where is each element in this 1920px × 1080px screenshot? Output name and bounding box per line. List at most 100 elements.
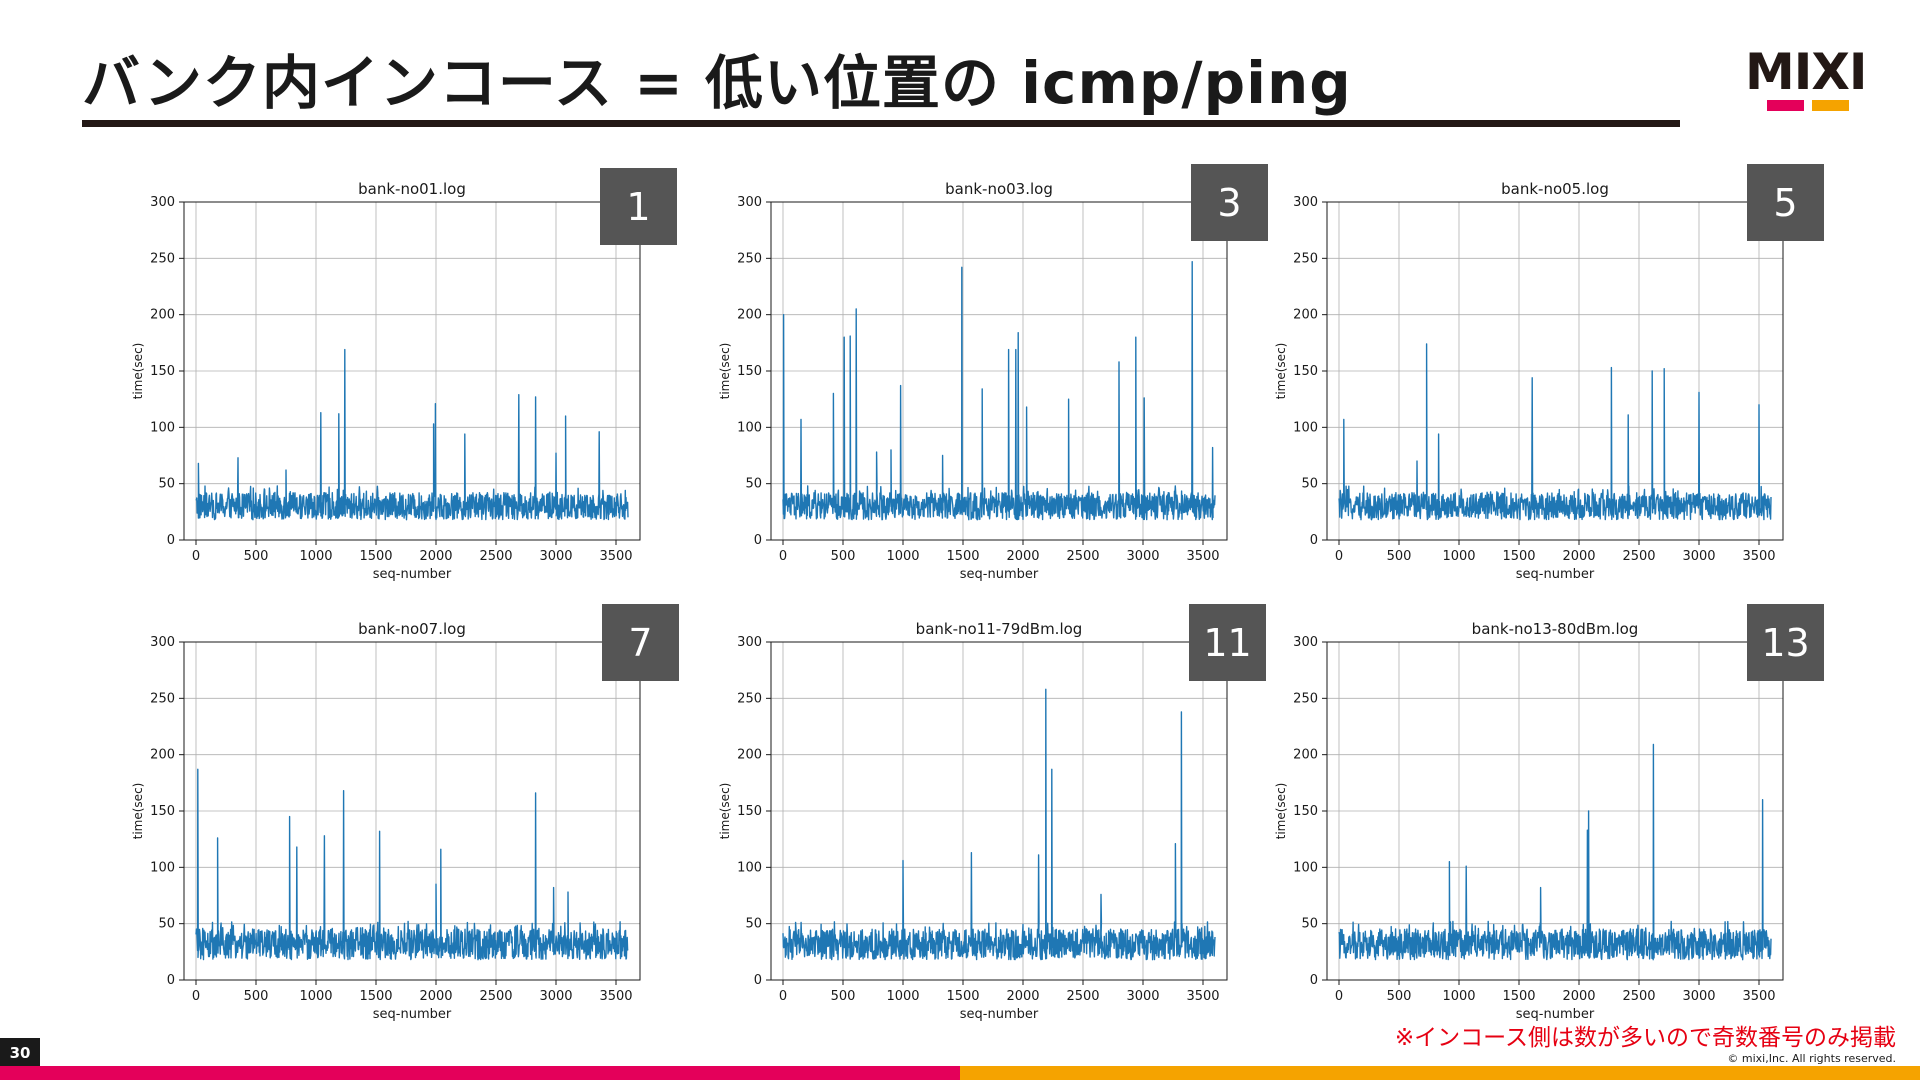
y-axis-label: time(sec) (1274, 783, 1288, 840)
x-tick-label: 2500 (479, 549, 512, 564)
x-tick-label: 1500 (1502, 989, 1535, 1004)
y-tick-label: 100 (737, 420, 762, 435)
x-tick-label: 3000 (1126, 549, 1159, 564)
x-tick-label: 3500 (599, 989, 632, 1004)
chart-badge-7: 7 (602, 604, 679, 681)
y-tick-label: 0 (754, 973, 762, 988)
x-tick-label: 3000 (539, 989, 572, 1004)
x-tick-label: 1000 (1442, 549, 1475, 564)
x-tick-label: 2500 (1622, 989, 1655, 1004)
plot-frame (1326, 641, 1784, 981)
y-axis-label: time(sec) (1274, 343, 1288, 400)
x-axis-label: seq-number (1516, 1007, 1595, 1022)
chart-title: bank-no07.log (358, 620, 466, 638)
chart-title: bank-no05.log (1501, 180, 1609, 198)
chart-badge-13: 13 (1747, 604, 1824, 681)
footer-bar-orange (960, 1066, 1920, 1080)
series-line (195, 768, 629, 961)
x-tick-label: 500 (831, 549, 856, 564)
chart-panel-13: bank-no13-80dBm.log 0 500 1000 1500 2000 2500 3… (1265, 604, 1885, 1038)
y-tick-label: 0 (754, 533, 762, 548)
series-line (1338, 343, 1772, 521)
y-tick-label: 0 (1310, 973, 1318, 988)
x-tick-label: 1500 (1502, 549, 1535, 564)
x-tick-label: 2000 (419, 549, 452, 564)
chart-badge-11: 11 (1189, 604, 1266, 681)
x-tick-label: 1000 (886, 989, 919, 1004)
x-tick-label: 1500 (946, 549, 979, 564)
y-tick-label: 250 (1293, 251, 1318, 266)
x-tick-label: 2500 (1066, 989, 1099, 1004)
x-tick-label: 0 (192, 989, 200, 1004)
y-tick-label: 300 (1293, 195, 1318, 210)
y-tick-label: 150 (1293, 364, 1318, 379)
x-axis-label: seq-number (373, 567, 452, 582)
x-tick-label: 500 (244, 549, 269, 564)
footer-bar (0, 1066, 1920, 1080)
series-line (782, 261, 1216, 521)
x-tick-label: 500 (1387, 989, 1412, 1004)
x-tick-label: 0 (779, 989, 787, 1004)
y-axis-label: time(sec) (718, 343, 732, 400)
y-axis-label: time(sec) (131, 783, 145, 840)
x-axis-label: seq-number (1516, 567, 1595, 582)
x-tick-label: 500 (831, 989, 856, 1004)
chart-badge-3: 3 (1191, 164, 1268, 241)
y-tick-label: 300 (737, 635, 762, 650)
y-tick-label: 250 (737, 691, 762, 706)
y-tick-label: 100 (737, 860, 762, 875)
x-tick-label: 3500 (1186, 989, 1219, 1004)
x-tick-label: 1500 (359, 549, 392, 564)
logo-bar-orange (1812, 100, 1849, 111)
x-tick-label: 0 (1335, 989, 1343, 1004)
y-tick-label: 150 (150, 364, 175, 379)
y-axis-label: time(sec) (718, 783, 732, 840)
x-tick-label: 3000 (1126, 989, 1159, 1004)
y-tick-label: 250 (737, 251, 762, 266)
title-underline (82, 120, 1680, 127)
page-number: 30 (0, 1038, 40, 1068)
y-tick-label: 300 (150, 635, 175, 650)
x-tick-label: 2500 (479, 989, 512, 1004)
y-tick-label: 200 (150, 748, 175, 763)
x-tick-label: 2000 (419, 989, 452, 1004)
y-tick-label: 150 (737, 364, 762, 379)
y-tick-label: 50 (158, 917, 175, 932)
x-tick-label: 0 (192, 549, 200, 564)
x-tick-label: 1500 (359, 989, 392, 1004)
x-axis-label: seq-number (373, 1007, 452, 1022)
x-tick-label: 1000 (1442, 989, 1475, 1004)
y-axis-label: time(sec) (131, 343, 145, 400)
x-tick-label: 3500 (1186, 549, 1219, 564)
y-tick-label: 100 (1293, 420, 1318, 435)
x-tick-label: 2000 (1562, 989, 1595, 1004)
x-axis-label: seq-number (960, 567, 1039, 582)
x-tick-label: 3000 (1682, 549, 1715, 564)
y-tick-label: 300 (737, 195, 762, 210)
y-tick-label: 150 (737, 804, 762, 819)
x-tick-label: 2500 (1622, 549, 1655, 564)
y-tick-label: 100 (1293, 860, 1318, 875)
x-tick-label: 0 (779, 549, 787, 564)
mixi-logo: MIXI (1745, 47, 1870, 111)
chart-badge-5: 5 (1747, 164, 1824, 241)
x-tick-label: 2500 (1066, 549, 1099, 564)
y-tick-label: 200 (737, 748, 762, 763)
x-tick-label: 3000 (539, 549, 572, 564)
y-tick-label: 300 (1293, 635, 1318, 650)
x-tick-label: 1500 (946, 989, 979, 1004)
x-tick-label: 3500 (1742, 549, 1775, 564)
x-tick-label: 1000 (886, 549, 919, 564)
y-tick-label: 0 (167, 973, 175, 988)
y-tick-label: 100 (150, 420, 175, 435)
x-tick-label: 500 (244, 989, 269, 1004)
y-tick-label: 200 (737, 308, 762, 323)
x-tick-label: 3500 (1742, 989, 1775, 1004)
x-tick-label: 2000 (1562, 549, 1595, 564)
x-tick-label: 3500 (599, 549, 632, 564)
series-line (782, 688, 1216, 961)
